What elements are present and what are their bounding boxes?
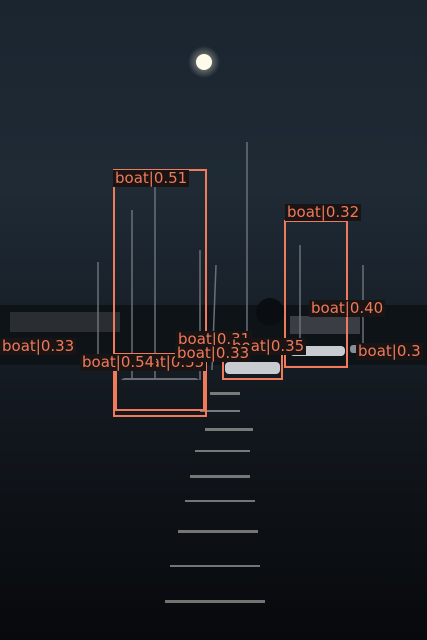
water	[0, 380, 427, 640]
moon	[196, 54, 212, 70]
detection-label: boat|0.54	[80, 353, 157, 371]
detection-label: boat|0.40	[309, 299, 386, 317]
detection-label: boat|0.33	[175, 344, 252, 362]
detection-box	[284, 220, 348, 368]
detection-label: boat|0.51	[113, 169, 190, 187]
detection-label: boat|0.3	[356, 342, 423, 360]
detection-label: boat|0.33	[0, 337, 77, 355]
detection-label: boat|0.32	[285, 203, 362, 221]
moon-reflection	[165, 392, 265, 603]
